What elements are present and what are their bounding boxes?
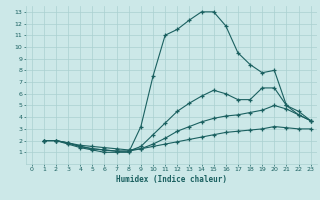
X-axis label: Humidex (Indice chaleur): Humidex (Indice chaleur) [116, 175, 227, 184]
